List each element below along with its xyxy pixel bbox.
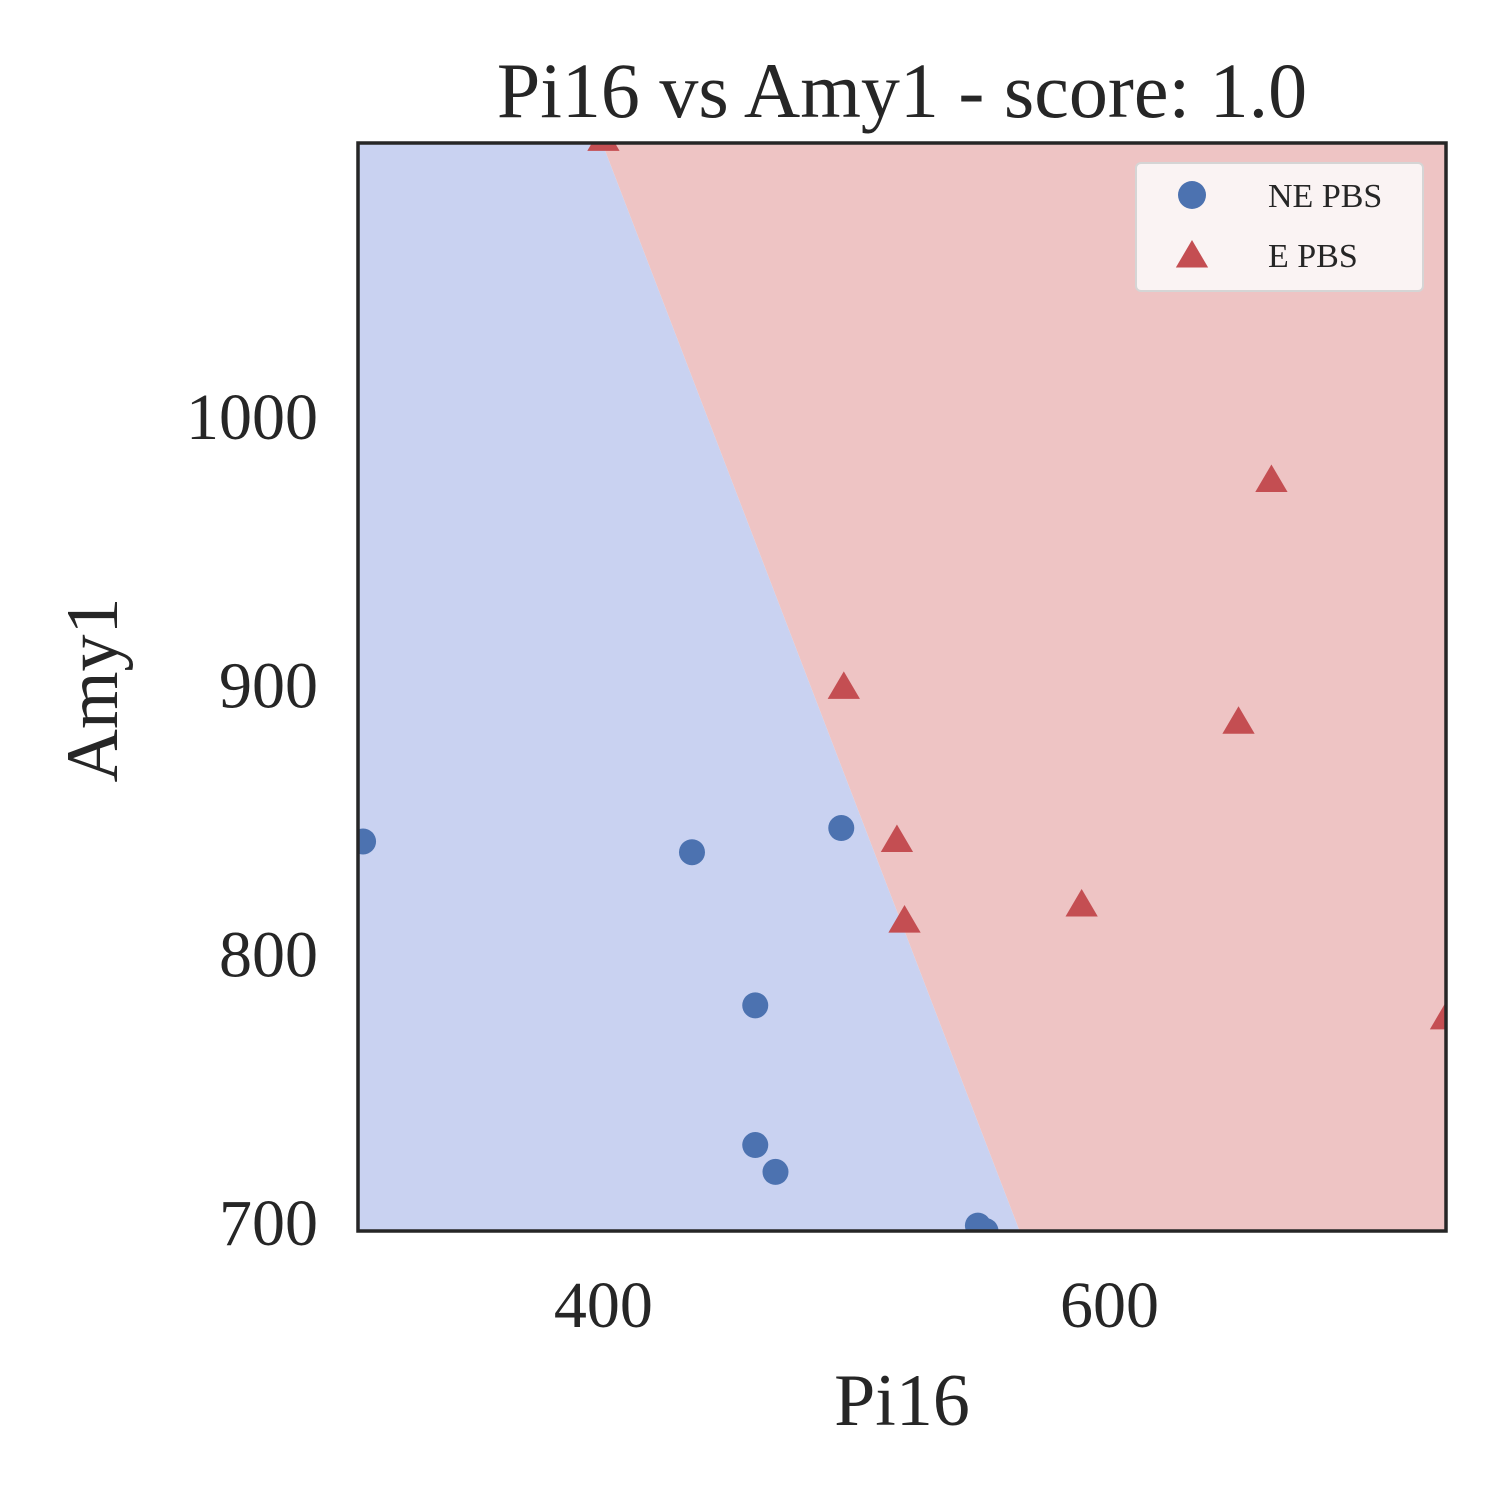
legend-ne-pbs-marker <box>1178 181 1206 209</box>
ne-pbs-point <box>678 839 705 866</box>
plot-frame <box>356 141 1448 1233</box>
x-axis-ticks: 400 600 <box>554 1269 1159 1342</box>
e-pbs-point <box>1222 706 1255 734</box>
chart-title: Pi16 vs Amy1 - score: 1.0 <box>497 47 1307 134</box>
ne-pbs-point <box>742 1132 769 1159</box>
legend-e-pbs-label: E PBS <box>1268 238 1358 275</box>
legend-e-pbs-marker <box>1175 240 1209 268</box>
y-axis-ticks: 700 800 900 1000 <box>186 381 318 1260</box>
e-pbs-region <box>602 143 1446 1231</box>
ne-pbs-point <box>972 1218 999 1231</box>
x-axis-label: Pi16 <box>834 1360 970 1442</box>
ne-pbs-point <box>358 828 377 855</box>
x-tick-label: 600 <box>1060 1269 1159 1342</box>
e-pbs-point <box>1065 888 1098 917</box>
y-tick-label: 1000 <box>186 381 318 454</box>
ne-pbs-point <box>762 1158 789 1185</box>
x-tick-label: 400 <box>554 1269 653 1342</box>
ne-pbs-point <box>742 992 769 1019</box>
e-pbs-point <box>1429 1001 1446 1030</box>
legend-box <box>1135 162 1424 292</box>
y-tick-label: 800 <box>219 918 318 991</box>
decision-regions <box>358 143 1446 1231</box>
ne-pbs-point <box>828 815 855 842</box>
y-tick-label: 900 <box>219 650 318 723</box>
e-pbs-point <box>827 671 860 699</box>
y-axis-label: Amy1 <box>52 598 134 783</box>
e-pbs-point <box>1255 464 1288 493</box>
data-points <box>358 143 1446 1231</box>
e-pbs-point <box>888 905 921 933</box>
legend: NE PBS E PBS <box>1135 162 1424 292</box>
e-pbs-point <box>587 143 620 151</box>
ne-pbs-region <box>358 143 1020 1231</box>
e-pbs-point <box>880 824 914 853</box>
legend-ne-pbs-label: NE PBS <box>1268 178 1382 215</box>
y-tick-label: 700 <box>219 1187 318 1260</box>
